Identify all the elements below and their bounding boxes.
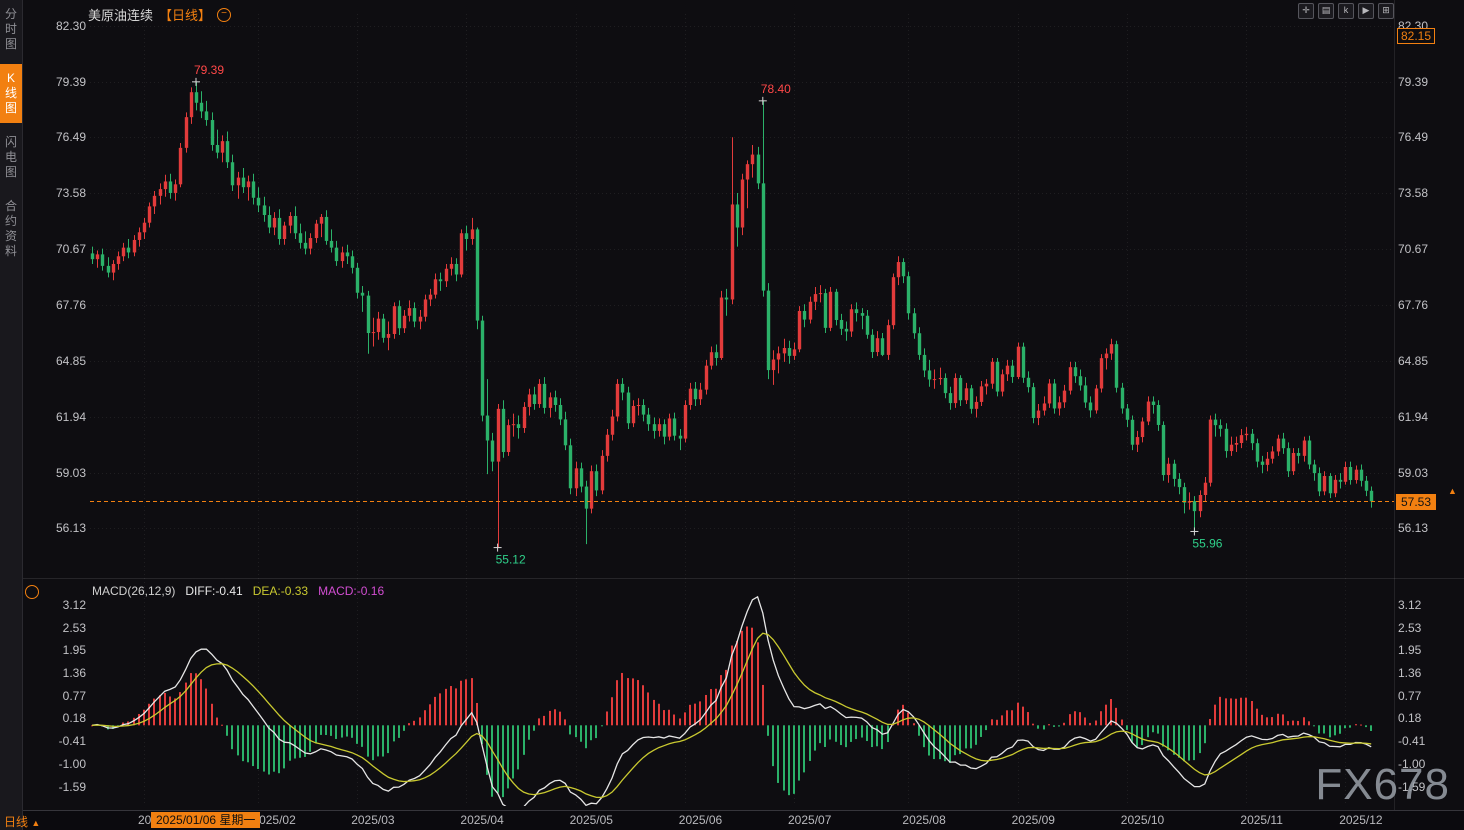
x-axis-month-label: 2025/06 [678, 813, 723, 827]
watermark-logo: FX678 [1315, 760, 1450, 809]
price-tick-left: 70.67 [55, 242, 86, 257]
price-tick-right: 59.03 [1398, 465, 1429, 480]
macd-header: MACD(26,12,9) DIFF:-0.41 DEA:-0.33 MACD:… [92, 584, 384, 598]
price-tick-right: 67.76 [1398, 298, 1429, 313]
price-tick-left: 73.58 [55, 186, 86, 201]
playback-icon[interactable]: ▶ [1358, 3, 1374, 19]
price-tick-left: 79.39 [55, 74, 86, 89]
macd-tick-right: 0.18 [1398, 711, 1422, 726]
price-tick-right: 64.85 [1398, 353, 1429, 368]
price-tick-right: 76.49 [1398, 130, 1429, 145]
price-tick-left: 56.13 [55, 521, 86, 536]
macd-tick-left: -1.59 [58, 779, 86, 794]
crosshair-icon[interactable]: ✛ [1298, 3, 1314, 19]
x-axis-month-label: 2025/03 [351, 813, 395, 827]
macd-tick-left: 2.53 [62, 620, 86, 635]
x-axis-month-label: 2025/07 [788, 813, 832, 827]
sidebar-tab-contract-info[interactable]: 合约资料 [4, 199, 17, 258]
macd-tick-left: 3.12 [62, 598, 86, 612]
macd-tick-left: -0.41 [58, 734, 86, 749]
macd-tick-left: -1.00 [58, 756, 86, 771]
macd-tick-right: 3.12 [1398, 598, 1422, 612]
chart-toolbar: ✛ ▤ k ▶ ⊞ [1298, 3, 1394, 19]
x-axis-month-label: 2025/05 [569, 813, 613, 827]
x-axis-month-label: 2025/09 [1011, 813, 1055, 827]
price-tick-left: 67.76 [55, 298, 86, 313]
price-tick-left: 61.94 [55, 409, 86, 424]
x-axis-month-label: 2025/04 [460, 813, 504, 827]
period-settings-icon[interactable]: − [217, 7, 232, 22]
x-axis-month-label: 2025/10 [1120, 813, 1165, 827]
multi-chart-icon[interactable]: ⊞ [1378, 3, 1394, 19]
macd-dea-value: DEA:-0.33 [252, 584, 309, 598]
price-tick-right: 56.13 [1398, 521, 1429, 536]
period-tag: 【日线】 [159, 8, 212, 23]
axis-high-price-label: 82.15 [1397, 28, 1436, 44]
price-tick-left: 64.85 [55, 353, 86, 368]
macd-tick-right: -1.59 [1398, 779, 1426, 794]
current-price-marker-icon: ▲ [1448, 486, 1457, 496]
kline-style-icon[interactable]: k [1338, 3, 1354, 19]
macd-tick-right: 2.53 [1398, 620, 1422, 635]
macd-tick-right: 1.95 [1398, 643, 1422, 658]
price-tick-left: 59.03 [55, 465, 86, 480]
x-axis-month-label: 2025/12 [1339, 813, 1383, 827]
macd-tick-right: -0.41 [1398, 734, 1426, 749]
period-selector[interactable]: 日线 ▲ [4, 815, 41, 829]
date-highlight-chip: 2025/01/06 星期一 [151, 812, 261, 828]
current-price-box: 57.53 [1396, 494, 1437, 510]
macd-bar-value: MACD:-0.16 [318, 584, 385, 598]
price-tick-left: 82.30 [55, 19, 86, 33]
macd-tick-left: 1.95 [62, 643, 86, 658]
price-tick-right: 79.39 [1398, 74, 1429, 89]
indicator-settings-icon[interactable] [25, 585, 39, 599]
price-tick-right: 61.94 [1398, 409, 1429, 424]
panel-layout-icon[interactable]: ▤ [1318, 3, 1334, 19]
x-axis-month-label: 2025/08 [902, 813, 946, 827]
x-axis-month-label: 2025/11 [1240, 813, 1283, 827]
macd-tick-left: 0.77 [62, 688, 86, 703]
sidebar-tab-time-chart[interactable]: 分时图 [4, 7, 17, 51]
instrument-title: 美原油连续 [88, 8, 154, 23]
price-tick-right: 70.67 [1398, 242, 1429, 257]
date-axis [0, 810, 1464, 830]
macd-diff-value: DIFF:-0.41 [185, 584, 243, 598]
price-tick-left: 76.49 [55, 130, 86, 145]
macd-params-label: MACD(26,12,9) [92, 584, 176, 598]
sidebar-tab-flash-chart[interactable]: 闪电图 [4, 135, 17, 179]
macd-tick-right: 1.36 [1398, 665, 1422, 680]
x-axis-month-label: 2025/02 [252, 813, 296, 827]
macd-tick-right: 0.77 [1398, 688, 1422, 703]
price-tick-right: 73.58 [1398, 186, 1429, 201]
chart-header: 美原油连续 【日线】 − [88, 5, 232, 24]
macd-tick-right: -1.00 [1398, 756, 1426, 771]
macd-tick-left: 0.18 [62, 711, 86, 726]
macd-tick-left: 1.36 [62, 665, 86, 680]
